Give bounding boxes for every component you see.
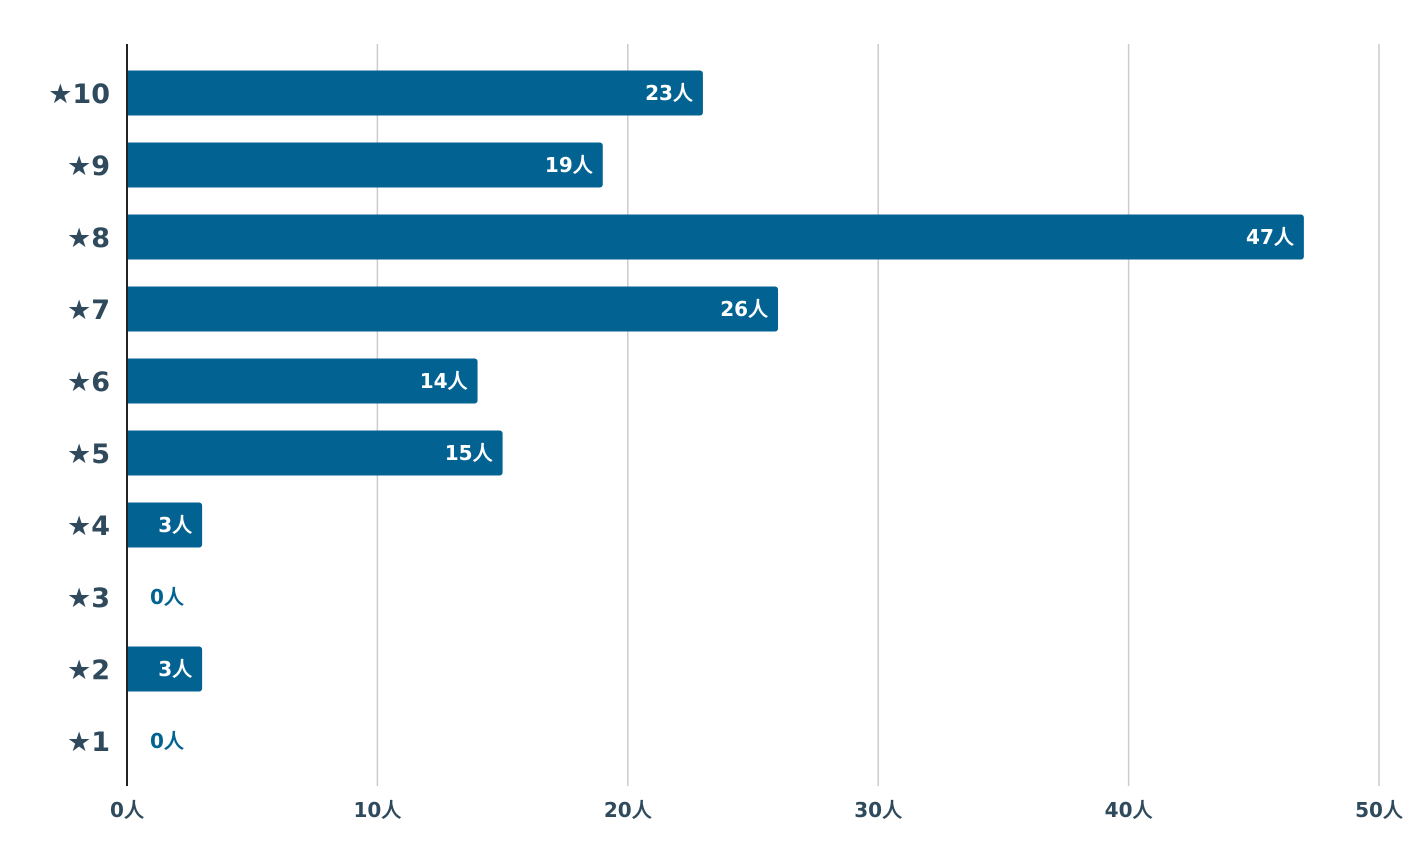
data-label: 14人 [420, 369, 469, 393]
data-label: 3人 [158, 657, 193, 681]
bar-left-edge [127, 70, 133, 116]
category-label: ★7 [67, 295, 110, 326]
bar [127, 430, 503, 476]
category-label: ★6 [67, 367, 110, 398]
bar [127, 286, 779, 332]
bar-left-edge [127, 646, 133, 692]
x-tick-label: 30人 [854, 798, 903, 822]
labels: 0人 10人 20人 30人 40人 50人 ★10 23人 ★9 19人 ★8 47人 ★7 26人 ★6… [48, 79, 1404, 822]
data-label: 47人 [1246, 225, 1295, 249]
bar-left-edge [127, 430, 133, 476]
data-label: 3人 [158, 513, 193, 537]
category-label: ★10 [48, 79, 110, 110]
bar [127, 214, 1304, 260]
bar-left-edge [127, 286, 133, 332]
data-label: 19人 [545, 153, 594, 177]
bar [127, 502, 203, 548]
data-label: 0人 [150, 585, 185, 609]
bar [127, 142, 603, 188]
bar [127, 358, 478, 404]
category-label: ★2 [67, 655, 110, 686]
bar-left-edge [127, 502, 133, 548]
x-tick-label: 50人 [1355, 798, 1404, 822]
data-label: 23人 [645, 81, 694, 105]
category-label: ★3 [67, 583, 110, 614]
category-label: ★1 [67, 727, 110, 758]
category-label: ★5 [67, 439, 110, 470]
bar-left-edge [127, 358, 133, 404]
bars [127, 70, 1304, 692]
bar-left-edge [127, 214, 133, 260]
x-tick-label: 0人 [110, 798, 145, 822]
data-label: 0人 [150, 729, 185, 753]
bar-left-edge [127, 142, 133, 188]
data-label: 26人 [720, 297, 769, 321]
category-label: ★4 [67, 511, 110, 542]
bar [127, 646, 203, 692]
grid-lines [376, 44, 1380, 786]
category-label: ★8 [67, 223, 110, 254]
bar [127, 70, 703, 116]
x-tick-label: 40人 [1105, 798, 1154, 822]
x-tick-label: 10人 [353, 798, 402, 822]
data-label: 15人 [445, 441, 494, 465]
category-label: ★9 [67, 151, 110, 182]
x-tick-label: 20人 [604, 798, 653, 822]
